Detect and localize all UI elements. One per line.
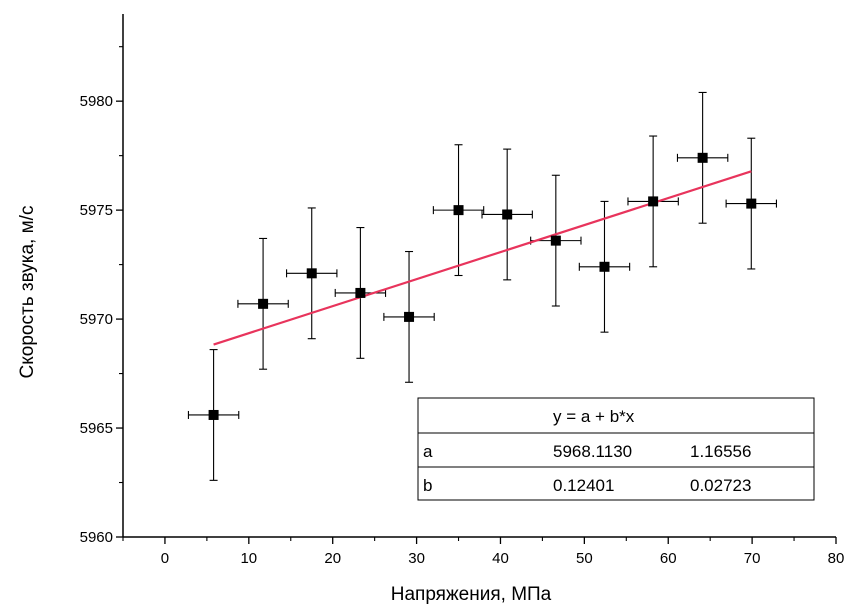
x-tick-label: 20: [324, 550, 341, 567]
fit-error-b: 0.02723: [690, 476, 751, 495]
y-tick-label: 5965: [80, 420, 113, 437]
fit-line: [213, 170, 752, 346]
fit-value-b: 0.12401: [553, 476, 614, 495]
y-tick-label: 5960: [80, 529, 113, 546]
data-point: [258, 298, 269, 309]
x-ticks: 0 10 20 30 40 50 60 70 80: [122, 537, 845, 567]
y-tick-label: 5975: [80, 202, 113, 219]
y-axis-title: Скорость звука, м/с: [17, 206, 38, 379]
fit-param-a: a: [423, 442, 433, 461]
data-point: [746, 198, 757, 209]
fit-value-a: 5968.1130: [553, 442, 632, 461]
data-point: [502, 209, 513, 220]
data-point: [697, 152, 708, 163]
data-point: [599, 261, 610, 272]
data-point: [648, 196, 659, 207]
x-tick-label: 70: [744, 550, 761, 567]
y-tick-label: 5970: [80, 311, 113, 328]
data-point: [550, 235, 561, 246]
data-markers: [208, 152, 757, 420]
data-point: [453, 205, 464, 216]
x-tick-label: 10: [240, 550, 257, 567]
x-tick-label: 0: [161, 550, 169, 567]
fit-equation: y = a + b*x: [553, 407, 635, 426]
x-tick-label: 50: [576, 550, 593, 567]
fit-table-border: [417, 397, 815, 501]
x-tick-label: 60: [660, 550, 677, 567]
y-tick-label: 5980: [80, 93, 113, 110]
data-point: [306, 268, 317, 279]
fit-param-b: b: [423, 476, 432, 495]
x-tick-label: 40: [492, 550, 509, 567]
data-point: [404, 311, 415, 322]
y-ticks: 5960 5965 5970 5975 5980: [80, 46, 123, 546]
data-point: [208, 409, 219, 420]
x-axis-title: Напряжения, МПа: [391, 584, 552, 605]
data-point: [355, 287, 366, 298]
x-tick-label: 30: [408, 550, 425, 567]
fit-results-table: y = a + b*x a 5968.1130 1.16556 b 0.1240…: [417, 397, 815, 501]
x-tick-label: 80: [828, 550, 845, 567]
fit-error-a: 1.16556: [690, 442, 751, 461]
